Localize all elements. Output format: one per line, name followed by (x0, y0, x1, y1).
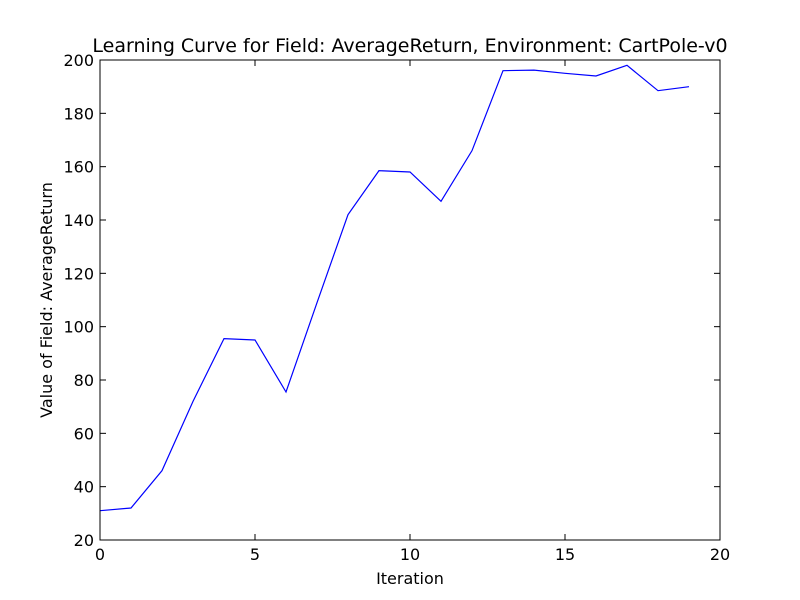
x-tick-label: 5 (250, 545, 260, 564)
y-tick-label: 20 (74, 531, 94, 550)
y-tick-label: 180 (63, 104, 94, 123)
y-axis-title: Value of Field: AverageReturn (37, 182, 56, 418)
series-line-0 (99, 64, 690, 512)
chart-title: Learning Curve for Field: AverageReturn,… (92, 35, 727, 57)
plot-frame (99, 59, 721, 541)
y-tick-label: 60 (74, 424, 94, 443)
y-tick-label: 120 (63, 264, 94, 283)
y-tick-label: 160 (63, 158, 94, 177)
y-tick-label: 40 (74, 478, 94, 497)
plot-layer (99, 64, 690, 512)
y-tick-label: 140 (63, 211, 94, 230)
axis-ticks: 0 5 10 15 20 20 40 60 80 100 120 140 160 180 200 (63, 51, 730, 564)
y-tick-label: 80 (74, 371, 94, 390)
x-tick-label: 0 (95, 545, 105, 564)
x-tick-label: 20 (710, 545, 730, 564)
x-tick-label: 15 (555, 545, 575, 564)
y-tick-label: 200 (63, 51, 94, 70)
x-tick-label: 10 (400, 545, 420, 564)
y-tick-label: 100 (63, 318, 94, 337)
x-axis-title: Iteration (376, 569, 444, 588)
